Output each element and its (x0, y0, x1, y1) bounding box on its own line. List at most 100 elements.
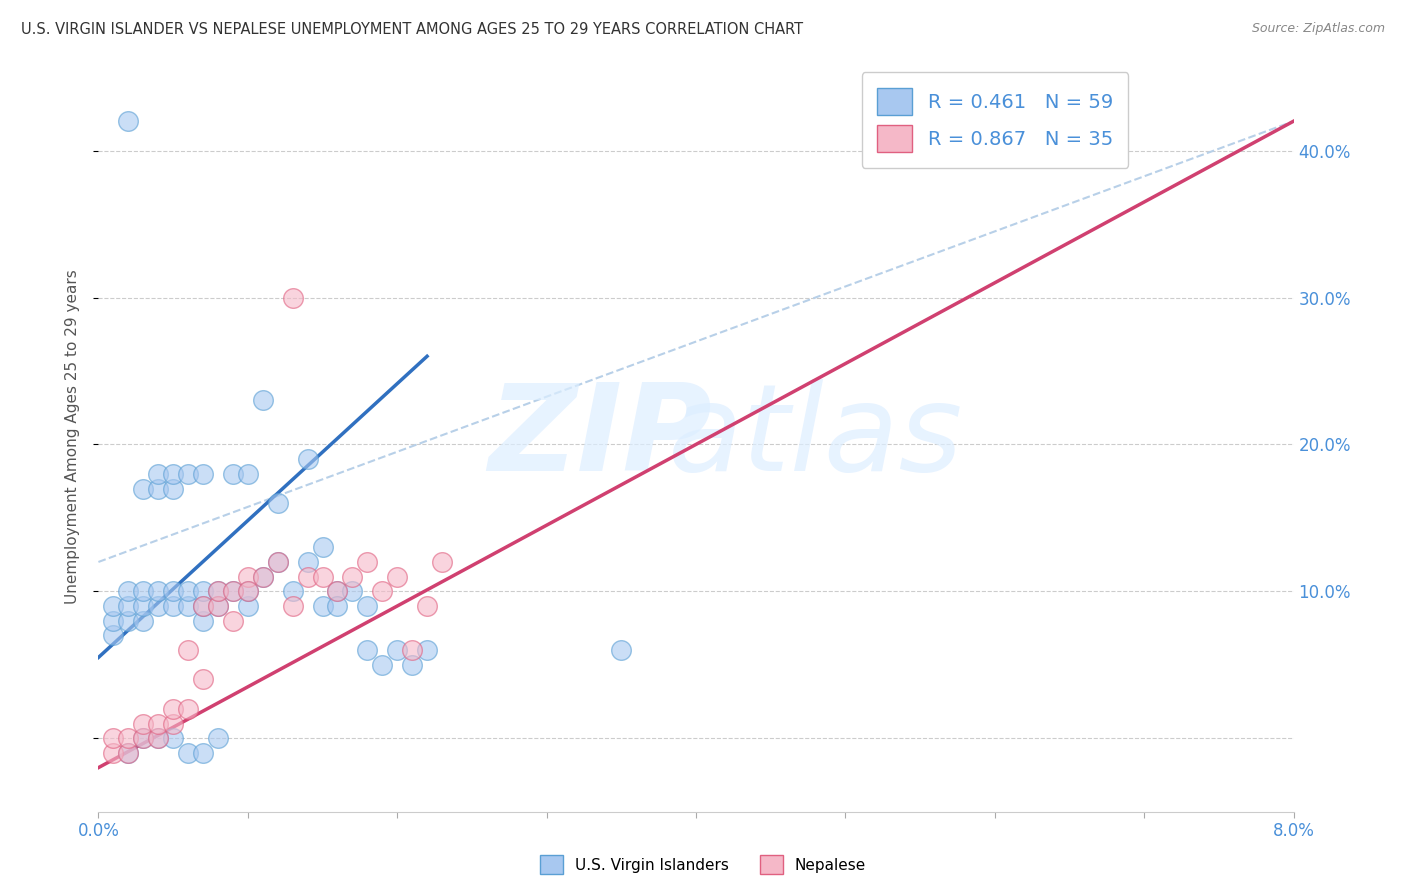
Legend: U.S. Virgin Islanders, Nepalese: U.S. Virgin Islanders, Nepalese (534, 849, 872, 880)
Point (326, 599, 349, 613)
Point (177, 584, 200, 599)
Legend: R = 0.461   N = 59, R = 0.867   N = 35: R = 0.461 N = 59, R = 0.867 N = 35 (862, 72, 1129, 168)
Point (177, 599, 200, 613)
Point (117, 599, 139, 613)
Point (132, 731, 155, 746)
Point (148, 731, 170, 746)
Point (236, 584, 259, 599)
Point (132, 482, 155, 496)
Point (148, 467, 170, 481)
Point (132, 584, 155, 599)
Point (117, 584, 139, 599)
Point (177, 643, 200, 657)
Point (162, 599, 184, 613)
Point (416, 643, 439, 657)
Point (207, 584, 229, 599)
Point (267, 555, 290, 569)
Point (191, 584, 214, 599)
Point (191, 614, 214, 628)
Point (132, 614, 155, 628)
Point (162, 702, 184, 716)
Point (103, 628, 125, 642)
Point (236, 467, 259, 481)
Point (117, 731, 139, 746)
Point (401, 657, 423, 672)
Point (311, 541, 333, 555)
Point (103, 599, 125, 613)
Point (236, 584, 259, 599)
Point (281, 584, 304, 599)
Point (297, 569, 319, 583)
Point (236, 569, 259, 583)
Point (103, 731, 125, 746)
Point (356, 643, 378, 657)
Point (610, 643, 633, 657)
Point (281, 599, 304, 613)
Point (385, 569, 409, 583)
Text: ZIP: ZIP (488, 378, 713, 496)
Point (297, 555, 319, 569)
Point (401, 643, 423, 657)
Point (162, 731, 184, 746)
Point (191, 746, 214, 760)
Point (222, 584, 245, 599)
Point (416, 599, 439, 613)
Point (148, 716, 170, 731)
Point (371, 657, 394, 672)
Point (222, 467, 245, 481)
Point (162, 467, 184, 481)
Point (103, 614, 125, 628)
Point (117, 746, 139, 760)
Point (177, 746, 200, 760)
Point (207, 599, 229, 613)
Point (326, 584, 349, 599)
Text: U.S. VIRGIN ISLANDER VS NEPALESE UNEMPLOYMENT AMONG AGES 25 TO 29 YEARS CORRELAT: U.S. VIRGIN ISLANDER VS NEPALESE UNEMPLO… (21, 22, 803, 37)
Point (342, 569, 364, 583)
Point (252, 569, 274, 583)
Point (207, 584, 229, 599)
Point (430, 555, 453, 569)
Point (385, 643, 409, 657)
Point (132, 731, 155, 746)
Point (148, 599, 170, 613)
Point (191, 467, 214, 481)
Point (311, 569, 333, 583)
Point (177, 702, 200, 716)
Point (148, 482, 170, 496)
Point (252, 393, 274, 408)
Point (222, 614, 245, 628)
Point (162, 584, 184, 599)
Point (177, 467, 200, 481)
Point (267, 555, 290, 569)
Point (117, 614, 139, 628)
Point (162, 482, 184, 496)
Point (267, 496, 290, 510)
Point (281, 291, 304, 305)
Text: atlas: atlas (668, 378, 963, 496)
Point (207, 599, 229, 613)
Point (342, 584, 364, 599)
Point (132, 716, 155, 731)
Point (297, 452, 319, 467)
Y-axis label: Unemployment Among Ages 25 to 29 years: Unemployment Among Ages 25 to 29 years (65, 269, 80, 605)
Point (191, 673, 214, 687)
Point (311, 599, 333, 613)
Point (326, 584, 349, 599)
Point (1104, 128, 1126, 143)
Point (148, 731, 170, 746)
Point (252, 569, 274, 583)
Point (222, 584, 245, 599)
Point (132, 599, 155, 613)
Point (117, 114, 139, 128)
Text: Source: ZipAtlas.com: Source: ZipAtlas.com (1251, 22, 1385, 36)
Point (117, 746, 139, 760)
Point (236, 599, 259, 613)
Point (207, 731, 229, 746)
Point (148, 584, 170, 599)
Point (103, 746, 125, 760)
Point (356, 599, 378, 613)
Point (162, 716, 184, 731)
Point (371, 584, 394, 599)
Point (191, 599, 214, 613)
Point (356, 555, 378, 569)
